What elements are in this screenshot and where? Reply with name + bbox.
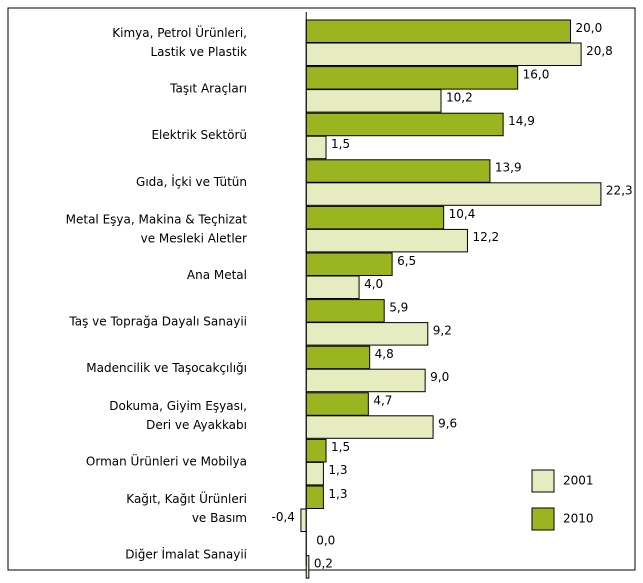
value-label: 0,2 [314, 556, 333, 570]
bar [306, 20, 570, 43]
bar [306, 462, 323, 485]
value-label: 1,3 [328, 463, 347, 477]
bar [306, 369, 425, 392]
value-label: 5,9 [389, 300, 408, 314]
bar [306, 67, 517, 90]
category-label-line: ve Basım [192, 511, 247, 525]
value-label: 13,9 [495, 161, 522, 175]
value-label: 6,5 [397, 254, 416, 268]
legend-swatch [532, 508, 554, 530]
value-label: 1,3 [328, 487, 347, 501]
category-label-line: Deri ve Ayakkabı [146, 417, 247, 431]
value-label: 9,2 [433, 323, 452, 337]
value-label: 1,5 [331, 440, 350, 454]
value-label: 9,0 [430, 370, 449, 384]
value-label: 4,8 [375, 347, 394, 361]
bar [306, 439, 326, 462]
category-label: Kağıt, Kağıt Ürünleri ve Basım [126, 490, 247, 525]
legend-label: 2001 [563, 474, 594, 488]
value-label: 16,0 [523, 67, 550, 81]
bar [306, 393, 368, 416]
category-label-line: Kağıt, Kağıt Ürünleri [126, 490, 247, 506]
value-label: 20,8 [586, 44, 613, 58]
bar [306, 416, 433, 439]
bar [301, 509, 306, 532]
bar [306, 43, 581, 66]
category-label: Orman Ürünleri ve Mobilya [86, 452, 247, 468]
value-label: 1,5 [331, 137, 350, 151]
category-label: Taş ve Toprağa Dayalı Sanayii [68, 315, 247, 329]
bar [306, 183, 601, 206]
category-label: Elektrik Sektörü [151, 128, 247, 142]
value-label: 9,6 [438, 417, 457, 431]
value-label: 4,0 [364, 277, 383, 291]
bar [306, 486, 323, 509]
value-label: 14,9 [508, 114, 535, 128]
bar [306, 90, 441, 113]
value-label: 10,2 [446, 90, 473, 104]
value-label: 12,2 [472, 230, 499, 244]
category-label-line: Metal Eşya, Makina & Teçhizat [66, 212, 248, 226]
category-label-line: Lastik ve Plastik [150, 45, 247, 59]
value-label: 10,4 [449, 207, 476, 221]
category-label: Dokuma, Giyim Eşyası, Deri ve Ayakkabı [109, 398, 247, 431]
value-label: -0,4 [272, 510, 295, 524]
bar [306, 160, 490, 183]
legend-swatch [532, 470, 554, 492]
category-label-line: Kimya, Petrol Ürünleri, [112, 24, 247, 40]
category-label: Metal Eşya, Makina & Teçhizat ve Mesleki … [66, 212, 248, 245]
value-label: 0,0 [316, 533, 335, 547]
category-label-line: ve Mesleki Aletler [141, 231, 247, 245]
bar [306, 113, 503, 136]
category-label: Madencilik ve Taşocakçılığı [86, 361, 247, 375]
value-label: 4,7 [373, 394, 392, 408]
category-label: Ana Metal [187, 268, 247, 282]
bar [306, 253, 392, 276]
bar [306, 229, 467, 252]
category-label: Taşıt Araçları [169, 82, 247, 96]
value-label: 22,3 [606, 184, 633, 198]
bar [306, 323, 428, 346]
legend-label: 2010 [563, 512, 594, 526]
bar [306, 206, 443, 229]
bar [306, 136, 326, 159]
category-label: Gıda, İçki ve Tütün [136, 174, 247, 189]
bar [306, 346, 369, 369]
bar [306, 276, 359, 299]
bar [306, 300, 384, 323]
value-label: 20,0 [576, 21, 603, 35]
category-label: Diğer İmalat Sanayii [125, 547, 247, 562]
category-label-line: Dokuma, Giyim Eşyası, [109, 398, 247, 412]
category-label: Kimya, Petrol Ürünleri, Lastik ve Plastik [112, 24, 247, 59]
